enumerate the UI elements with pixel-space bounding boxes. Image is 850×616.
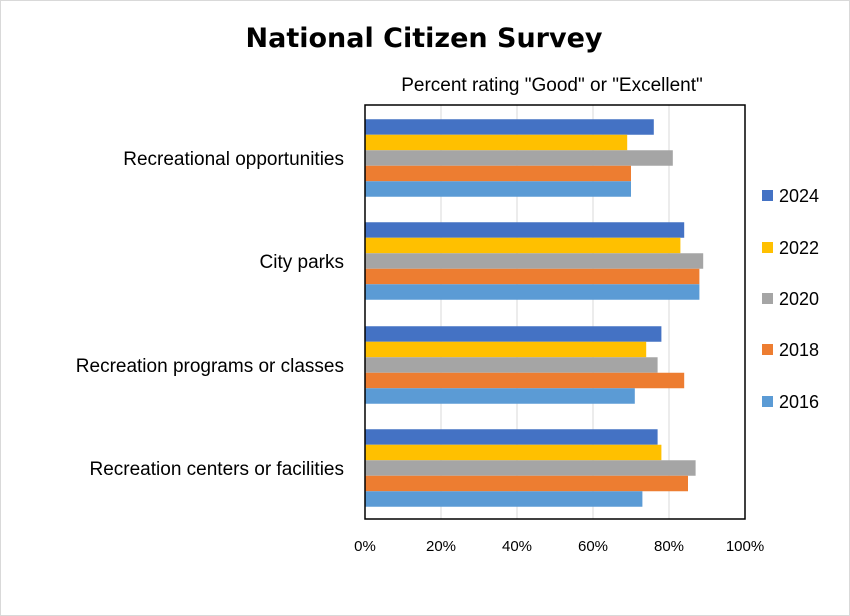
bar-2024	[365, 429, 658, 445]
x-tick-label: 100%	[726, 538, 764, 555]
legend-label: 2016	[779, 392, 819, 412]
bar-2016	[365, 181, 631, 197]
x-tick-label: 80%	[654, 538, 684, 555]
category-label: Recreational opportunities	[123, 149, 344, 170]
bar-2020	[365, 253, 704, 269]
bar-2022	[365, 444, 662, 461]
bar-2024	[365, 119, 654, 135]
bar-2018	[365, 475, 688, 492]
category-label: City parks	[260, 252, 344, 273]
bar-2022	[365, 134, 628, 151]
legend-item-2020: 2020	[762, 289, 819, 309]
category-labels: Recreational opportunities City parks Recr…	[76, 149, 344, 480]
legend: 2024 2022 2020 2018 2016	[762, 186, 819, 412]
bar-2018	[365, 372, 685, 389]
bars	[365, 119, 704, 507]
x-tick-label: 0%	[354, 538, 376, 555]
legend-item-2024: 2024	[762, 186, 819, 206]
legend-item-2018: 2018	[762, 340, 819, 360]
bar-2020	[365, 357, 658, 373]
legend-swatch	[762, 293, 773, 304]
chart-title: National Citizen Survey	[246, 23, 603, 54]
x-tick-label: 20%	[426, 538, 456, 555]
plot-area-border	[364, 104, 746, 520]
bar-2024	[365, 222, 685, 238]
legend-item-2022: 2022	[762, 238, 819, 258]
legend-label: 2020	[779, 289, 819, 309]
bar-2016	[365, 284, 700, 300]
chart-subtitle: Percent rating "Good" or "Excellent"	[401, 75, 703, 96]
legend-item-2016: 2016	[762, 392, 819, 412]
x-axis-ticks: 0% 20% 40% 60% 80% 100%	[354, 538, 764, 555]
legend-swatch	[762, 396, 773, 407]
legend-swatch	[762, 344, 773, 355]
bar-2020	[365, 150, 673, 166]
x-tick-label: 40%	[502, 538, 532, 555]
legend-label: 2022	[779, 238, 819, 258]
category-label: Recreation programs or classes	[76, 356, 344, 377]
bar-2018	[365, 268, 700, 285]
bar-2016	[365, 491, 643, 507]
bar-2018	[365, 165, 631, 182]
bar-2022	[365, 341, 647, 358]
bar-2022	[365, 237, 681, 254]
category-label: Recreation centers or facilities	[90, 459, 345, 480]
legend-label: 2018	[779, 340, 819, 360]
legend-label: 2024	[779, 186, 819, 206]
bar-2020	[365, 460, 696, 476]
x-tick-label: 60%	[578, 538, 608, 555]
bar-2016	[365, 388, 635, 404]
legend-swatch	[762, 190, 773, 201]
bar-2024	[365, 326, 662, 342]
legend-swatch	[762, 242, 773, 253]
